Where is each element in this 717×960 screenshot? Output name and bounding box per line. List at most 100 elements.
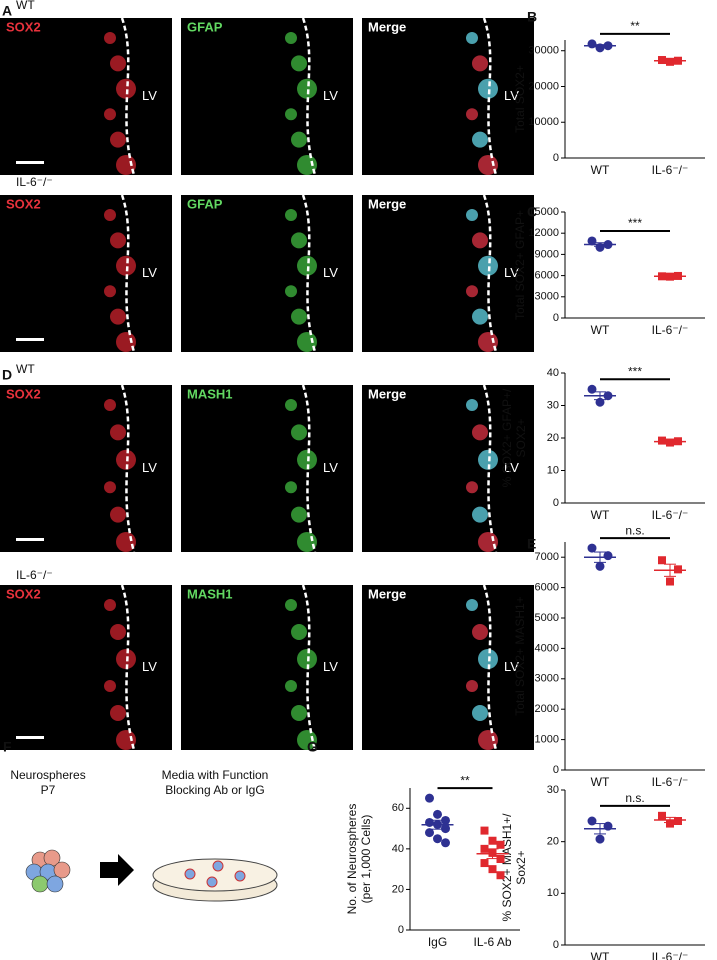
stain — [104, 209, 116, 221]
stain — [110, 131, 126, 148]
significance-label: *** — [628, 216, 642, 230]
tile-label: SOX2 — [6, 586, 41, 601]
tile-label: Merge — [368, 586, 406, 601]
ventricle-border — [120, 194, 136, 353]
stain — [116, 255, 136, 276]
stain — [291, 131, 307, 148]
stain — [472, 424, 488, 441]
stain — [116, 449, 136, 470]
stain — [104, 32, 116, 44]
arrow — [100, 854, 134, 886]
x-tick-label: WT — [591, 163, 610, 177]
error-bar — [594, 823, 606, 835]
sphere — [234, 870, 246, 882]
stain — [478, 255, 498, 276]
stain — [285, 32, 297, 44]
stain — [472, 705, 488, 721]
stain — [110, 424, 126, 441]
ventricle-border — [120, 17, 136, 176]
data-point — [441, 838, 450, 848]
ventricle-border — [482, 194, 498, 353]
y-axis-label: % SOX2+ GFAP+/ — [500, 388, 514, 487]
stain — [116, 332, 136, 352]
y-tick-label: 2000 — [535, 703, 559, 715]
stain — [104, 108, 116, 121]
stain — [110, 55, 126, 72]
stain — [472, 232, 488, 249]
y-tick-label: 9000 — [535, 248, 559, 260]
y-tick-label: 1000 — [535, 734, 559, 746]
error-bar — [431, 819, 444, 830]
error-bar — [486, 848, 499, 860]
error-bar — [664, 440, 676, 443]
stain — [285, 481, 297, 494]
micrograph — [0, 195, 172, 352]
y-tick-label: 7000 — [535, 551, 559, 563]
x-tick-label: IL-6⁻/⁻ — [652, 950, 689, 960]
y-tick-label: 12000 — [528, 227, 559, 239]
condition-label: WT — [16, 0, 35, 12]
stain — [297, 532, 317, 552]
stain — [466, 108, 478, 121]
y-tick-label: 5000 — [535, 612, 559, 624]
stain — [291, 424, 307, 441]
y-axis-label: (per 1,000 Cells) — [359, 815, 373, 904]
data-point — [496, 855, 505, 863]
tile-label: Merge — [368, 19, 406, 34]
y-tick-label: 20 — [547, 836, 559, 848]
stain — [285, 599, 297, 611]
schematic-text: P7 — [41, 783, 56, 797]
micrograph — [0, 585, 172, 750]
data-point — [674, 565, 682, 574]
panel-letter: A — [2, 3, 12, 19]
stain — [466, 285, 478, 298]
lumen-label: LV — [504, 460, 519, 475]
data-point — [658, 556, 666, 565]
y-tick-label: 40 — [547, 367, 559, 379]
stain — [285, 108, 297, 121]
data-point — [666, 57, 674, 66]
y-tick-label: 30 — [547, 784, 559, 796]
y-axis-label: % SOX2+ MASH1+/ — [500, 813, 514, 922]
data-point — [496, 871, 505, 880]
y-tick-label: 3000 — [535, 673, 559, 685]
data-point — [595, 834, 605, 844]
ventricle-border — [482, 584, 498, 751]
data-point — [425, 828, 434, 838]
schematic-text: Blocking Ab or IgG — [165, 783, 264, 797]
stain — [478, 649, 498, 669]
stain — [104, 399, 116, 411]
stain — [291, 506, 307, 523]
significance-label: n.s. — [625, 791, 644, 805]
cell — [31, 875, 49, 893]
error-bar — [594, 391, 606, 401]
error-bar — [594, 242, 606, 247]
stain — [297, 730, 317, 750]
stain — [116, 78, 136, 99]
tile-label: SOX2 — [6, 196, 41, 211]
stain — [285, 399, 297, 411]
sphere — [212, 860, 224, 872]
stain — [472, 624, 488, 640]
significance-label: ** — [630, 19, 640, 33]
lumen-label: LV — [323, 659, 338, 674]
y-tick-label: 20 — [547, 432, 559, 444]
x-tick-label: WT — [591, 508, 610, 522]
schematic-text: Neurospheres — [10, 768, 85, 782]
lumen-label: LV — [504, 265, 519, 280]
x-tick-label: IL-6 Ab — [473, 935, 511, 949]
data-point — [587, 816, 597, 826]
y-tick-label: 0 — [553, 497, 559, 509]
y-tick-label: 6000 — [535, 582, 559, 594]
data-point — [595, 561, 605, 571]
stain — [478, 332, 498, 352]
tile-label: SOX2 — [6, 19, 41, 34]
stain — [472, 55, 488, 72]
significance-label: n.s. — [625, 523, 644, 537]
y-tick-label: 20000 — [528, 80, 559, 92]
stain — [116, 730, 136, 750]
stain — [116, 155, 136, 175]
stain — [466, 32, 478, 44]
stain — [472, 308, 488, 325]
